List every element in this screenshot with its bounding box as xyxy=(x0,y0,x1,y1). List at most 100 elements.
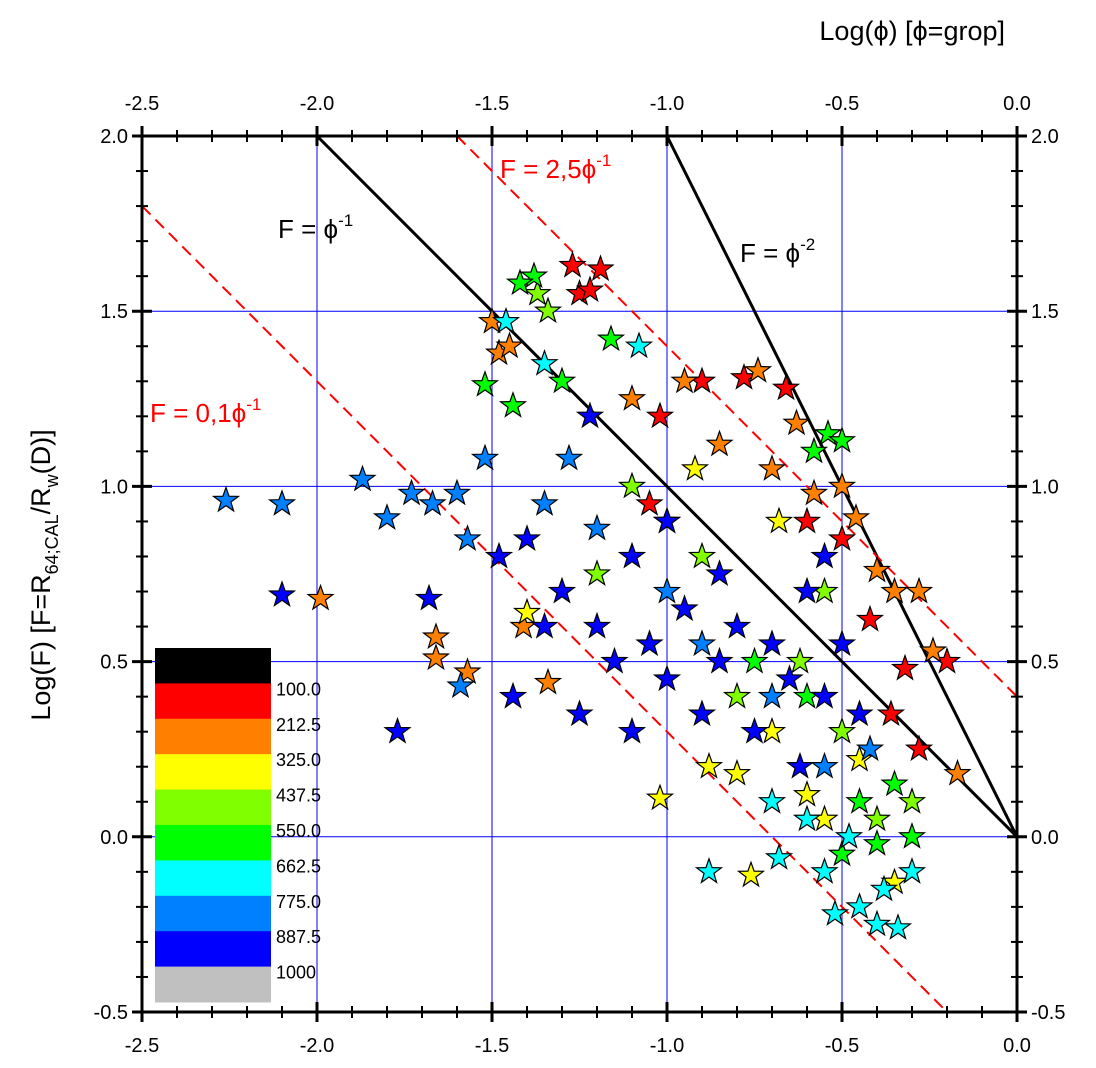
data-point xyxy=(880,769,909,797)
x-tick-label: -1.5 xyxy=(475,93,509,115)
data-point xyxy=(845,699,874,727)
data-point xyxy=(617,383,647,411)
data-point xyxy=(645,783,675,811)
line-label-sup: -2 xyxy=(800,235,815,254)
data-point xyxy=(523,278,552,306)
data-point xyxy=(841,503,871,531)
data-point xyxy=(764,842,794,870)
colorbar-segment xyxy=(155,895,271,932)
data-point xyxy=(827,524,857,551)
data-point xyxy=(533,296,563,324)
y-tick-label: 0.0 xyxy=(1031,827,1059,849)
colorbar-segment xyxy=(155,648,271,684)
plot-frame xyxy=(140,134,1019,1014)
x-tick-label: -2.5 xyxy=(125,1035,159,1057)
x-tick-label: -0.5 xyxy=(825,1035,859,1057)
data-point xyxy=(740,716,769,744)
data-point xyxy=(470,443,500,471)
data-point xyxy=(785,751,815,779)
data-point xyxy=(491,306,521,334)
data-point xyxy=(498,390,528,418)
y-tick-label: 1.0 xyxy=(100,476,128,498)
colorbar-label: 212.5 xyxy=(276,715,321,735)
data-point xyxy=(687,629,717,657)
line-label-sup: -1 xyxy=(338,211,353,230)
data-point xyxy=(383,716,412,744)
data-point xyxy=(799,436,829,464)
data-point xyxy=(565,699,594,727)
data-point xyxy=(267,489,297,516)
data-point xyxy=(586,254,615,282)
y-tick-label: 2.0 xyxy=(100,126,128,148)
data-point xyxy=(904,734,934,762)
data-point xyxy=(883,913,913,940)
line-label-text: F = ϕ xyxy=(278,214,338,244)
y-title-part: Log(F) [F=R xyxy=(26,574,56,720)
y-tick-label: 0.5 xyxy=(1031,652,1059,674)
data-point xyxy=(470,369,500,397)
colorbar-segment xyxy=(155,860,271,897)
data-point xyxy=(530,611,559,639)
data-point xyxy=(617,541,647,569)
y-tick-label: 1.5 xyxy=(100,301,128,323)
data-point xyxy=(575,275,605,303)
data-point xyxy=(211,485,241,513)
y-tick-label: 1.0 xyxy=(1031,476,1059,498)
data-point xyxy=(624,331,654,359)
data-point xyxy=(530,348,559,376)
colorbar-label: 100.0 xyxy=(276,679,321,699)
data-point xyxy=(855,734,885,762)
x-tick-label: -1.5 xyxy=(475,1035,509,1057)
data-point xyxy=(810,751,839,779)
colorbar-segment xyxy=(155,789,271,826)
data-point xyxy=(694,751,724,779)
data-point xyxy=(722,681,752,709)
data-point xyxy=(880,576,909,604)
data-point xyxy=(617,471,647,499)
data-point xyxy=(582,513,612,541)
data-point xyxy=(845,892,874,919)
data-point xyxy=(652,664,682,692)
data-point xyxy=(862,909,892,937)
colorbar-label: 775.0 xyxy=(276,892,321,912)
colorbar-label: 1000 xyxy=(276,963,316,983)
data-point xyxy=(670,366,699,394)
data-point xyxy=(306,583,335,611)
colorbar-label: 662.5 xyxy=(276,856,321,876)
data-point xyxy=(785,646,815,674)
data-point xyxy=(652,506,682,534)
data-point xyxy=(519,261,549,289)
colorbar-segment xyxy=(155,825,271,861)
line-label-sup: -1 xyxy=(596,151,611,170)
data-point xyxy=(645,401,675,429)
data-point xyxy=(827,471,857,499)
data-point xyxy=(554,443,584,471)
x-tick-label: -2.0 xyxy=(300,93,334,115)
y-tick-label: 1.5 xyxy=(1031,301,1059,323)
data-point xyxy=(421,622,451,650)
data-point xyxy=(635,629,664,657)
colorbar-segment xyxy=(155,718,271,755)
data-point xyxy=(782,408,811,436)
y-title-part: (D)] xyxy=(26,429,56,474)
data-point xyxy=(834,821,864,849)
data-point xyxy=(484,541,514,569)
data-point xyxy=(558,250,587,278)
data-point xyxy=(533,667,563,695)
data-point xyxy=(547,576,577,604)
data-point xyxy=(897,821,927,849)
data-point xyxy=(904,576,934,604)
colorbar-label: 325.0 xyxy=(276,750,321,770)
data-point xyxy=(845,786,874,814)
colorbar-segment xyxy=(155,966,271,1003)
data-point xyxy=(827,425,857,453)
line-label: F = ϕ-2 xyxy=(740,235,815,268)
data-point xyxy=(722,758,752,786)
data-point xyxy=(372,503,402,531)
y-axis-title: Log(F) [F=R64;CAL/Rw(D)] xyxy=(26,429,62,720)
data-point xyxy=(862,804,892,832)
data-point xyxy=(792,576,822,604)
data-point xyxy=(876,699,906,727)
data-point xyxy=(670,594,699,622)
